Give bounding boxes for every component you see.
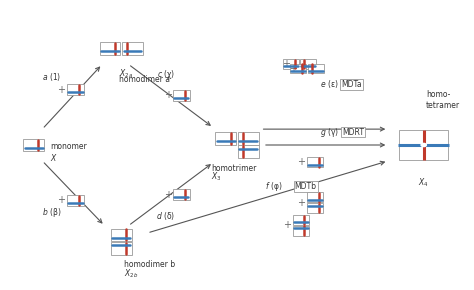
Text: homodimer b: homodimer b (124, 260, 175, 269)
FancyBboxPatch shape (283, 59, 299, 69)
Text: +: + (57, 195, 65, 205)
Text: X$_{2b}$: X$_{2b}$ (124, 268, 138, 280)
FancyBboxPatch shape (67, 195, 84, 206)
Text: $g$ (γ): $g$ (γ) (319, 126, 339, 139)
Text: +: + (164, 90, 172, 100)
FancyBboxPatch shape (173, 90, 190, 101)
Text: +: + (298, 157, 306, 167)
Text: +: + (283, 220, 292, 230)
FancyBboxPatch shape (238, 146, 259, 158)
Text: +: + (298, 198, 306, 208)
Circle shape (421, 143, 426, 147)
FancyBboxPatch shape (399, 146, 423, 160)
Text: MDTb: MDTb (295, 182, 317, 191)
Text: homo-
tetramer: homo- tetramer (426, 90, 460, 110)
Text: monomer: monomer (50, 142, 87, 151)
FancyBboxPatch shape (67, 84, 84, 95)
Text: $b$ (β): $b$ (β) (42, 206, 62, 219)
FancyBboxPatch shape (173, 189, 190, 200)
FancyBboxPatch shape (215, 132, 236, 144)
FancyBboxPatch shape (23, 139, 44, 151)
Text: $e$ (ε): $e$ (ε) (319, 78, 338, 90)
FancyBboxPatch shape (290, 64, 306, 73)
Text: $a$ (1): $a$ (1) (42, 71, 61, 83)
FancyBboxPatch shape (111, 242, 132, 255)
FancyBboxPatch shape (300, 59, 316, 69)
FancyBboxPatch shape (399, 130, 423, 144)
FancyBboxPatch shape (424, 146, 448, 160)
Text: homodimer a: homodimer a (119, 75, 170, 84)
Text: homotrimer: homotrimer (211, 164, 256, 173)
FancyBboxPatch shape (307, 157, 323, 167)
Text: +: + (164, 190, 172, 200)
Text: MDTa: MDTa (341, 80, 362, 89)
FancyBboxPatch shape (292, 215, 309, 225)
Text: $d$ (δ): $d$ (δ) (156, 210, 176, 222)
Text: X$_3$: X$_3$ (211, 171, 222, 184)
FancyBboxPatch shape (100, 42, 120, 55)
Text: X$_4$: X$_4$ (419, 177, 429, 189)
FancyBboxPatch shape (308, 64, 324, 73)
Text: +: + (282, 59, 290, 69)
Text: $f$ (φ): $f$ (φ) (265, 180, 283, 193)
FancyBboxPatch shape (307, 203, 323, 213)
Text: X: X (50, 154, 55, 163)
FancyBboxPatch shape (111, 229, 132, 241)
Text: $c$ (χ): $c$ (χ) (157, 68, 175, 81)
Text: MDRT: MDRT (342, 128, 364, 137)
FancyBboxPatch shape (307, 193, 323, 202)
Text: +: + (290, 64, 298, 74)
FancyBboxPatch shape (122, 42, 143, 55)
FancyBboxPatch shape (292, 226, 309, 235)
FancyBboxPatch shape (238, 132, 259, 144)
FancyBboxPatch shape (424, 130, 448, 144)
Text: X$_{2a}$: X$_{2a}$ (119, 67, 133, 79)
Text: +: + (57, 85, 65, 95)
